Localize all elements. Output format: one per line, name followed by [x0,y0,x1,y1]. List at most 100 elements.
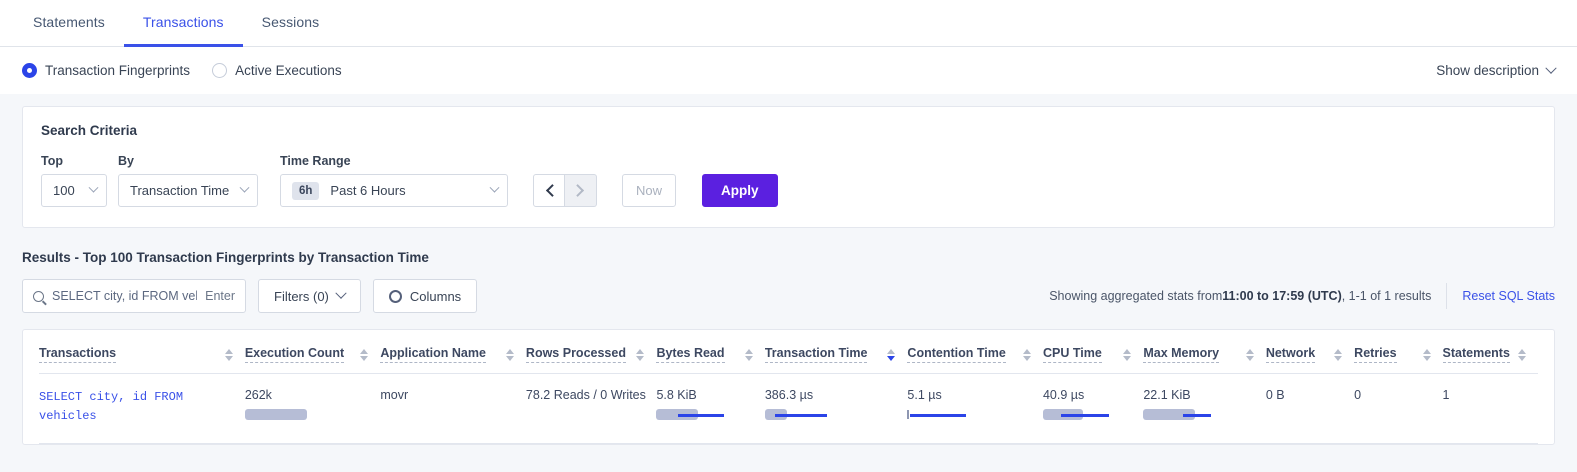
sort-toggle[interactable] [1518,348,1526,361]
field-by: By Transaction Time [118,154,258,207]
table-header-row: Transactions Execution Count Application… [39,330,1538,374]
col-max-memory[interactable]: Max Memory [1143,330,1266,374]
reset-sql-stats-link[interactable]: Reset SQL Stats [1462,289,1555,303]
col-max-memory-label: Max Memory [1143,346,1220,363]
sort-toggle[interactable] [1334,348,1343,361]
top-label: Top [41,154,63,168]
top-value: 100 [53,183,75,198]
results-toolbar: SELECT city, id FROM vehicles W Enter Fi… [0,279,1577,313]
show-description-toggle[interactable]: Show description [1436,62,1557,78]
stats-suffix: , 1-1 of 1 results [1341,289,1432,303]
sort-toggle[interactable] [636,348,645,361]
chevron-down-icon [88,182,99,193]
sort-toggle[interactable] [505,348,514,361]
sort-toggle-active[interactable] [887,348,896,361]
col-bytes-read-label: Bytes Read [656,346,725,363]
col-retries[interactable]: Retries [1354,330,1443,374]
chevron-down-icon [239,182,250,193]
col-cpu-time[interactable]: CPU Time [1042,330,1144,374]
search-input-wrap[interactable]: SELECT city, id FROM vehicles W Enter [22,279,246,313]
sort-toggle[interactable] [1422,348,1431,361]
columns-label: Columns [409,288,462,304]
max-memory-value: 22.1 KiB [1143,388,1191,402]
results-title: Results - Top 100 Transaction Fingerprin… [22,250,429,265]
time-range-select[interactable]: 6h Past 6 Hours [280,174,508,207]
gear-icon [388,289,402,303]
by-select[interactable]: Transaction Time [118,174,258,207]
transaction-link[interactable]: SELECT city, id FROM vehicles [39,390,184,423]
cell-cpu-time: 40.9 µs [1042,373,1144,445]
filters-button[interactable]: Filters (0) [258,279,361,313]
search-input[interactable]: SELECT city, id FROM vehicles W [52,289,197,303]
now-button[interactable]: Now [622,174,677,207]
col-rows-processed[interactable]: Rows Processed [525,330,657,374]
sort-toggle[interactable] [744,348,753,361]
sort-toggle[interactable] [360,348,369,361]
time-prev-button[interactable] [533,174,565,207]
cell-transaction-time: 386.3 µs [764,373,908,445]
statements-value: 1 [1442,388,1450,402]
chevron-down-icon [489,182,500,193]
show-description-label: Show description [1436,63,1539,78]
cell-transaction: SELECT city, id FROM vehicles [39,373,245,445]
col-bytes-read[interactable]: Bytes Read [656,330,765,374]
col-execution-count[interactable]: Execution Count [244,330,381,374]
radio-transaction-fingerprints[interactable]: Transaction Fingerprints [22,63,190,78]
by-label: By [118,154,134,168]
chevron-right-icon [571,184,585,197]
apply-button[interactable]: Apply [702,174,778,207]
transactions-table: Transactions Execution Count Application… [39,330,1538,445]
col-statements-label: Statements [1442,346,1510,363]
bytes-read-bar [656,409,734,420]
transaction-time-bar [764,409,843,420]
table-row: SELECT city, id FROM vehicles 262k movr … [39,373,1538,445]
execution-count-value: 262k [244,388,272,402]
rows-processed-value: 78.2 Reads / 0 Writes [525,388,646,402]
time-range-label: Time Range [280,154,351,168]
application-name-value: movr [380,388,409,402]
filters-label: Filters (0) [274,288,329,304]
columns-button[interactable]: Columns [372,279,478,313]
col-statements[interactable]: Statements [1442,330,1538,374]
chevron-left-icon [545,184,559,197]
table-head: Transactions Execution Count Application… [39,330,1538,374]
search-criteria-wrap: Search Criteria Top 100 By Transaction T… [0,106,1577,228]
sort-toggle[interactable] [1245,348,1254,361]
cell-execution-count: 262k [244,373,381,445]
cell-bytes-read: 5.8 KiB [656,373,765,445]
retries-value: 0 [1354,388,1362,402]
network-value: 0 B [1265,388,1285,402]
col-transactions[interactable]: Transactions [39,330,245,374]
stats-range: 11:00 to 17:59 (UTC) [1222,289,1342,303]
results-table-card: Transactions Execution Count Application… [22,329,1555,446]
radio-active-executions-label: Active Executions [235,63,342,78]
col-contention-time[interactable]: Contention Time [907,330,1043,374]
col-rows-processed-label: Rows Processed [525,346,626,363]
cell-max-memory: 22.1 KiB [1143,373,1266,445]
results-stats: Showing aggregated stats from 11:00 to 1… [1049,283,1555,309]
col-network[interactable]: Network [1265,330,1355,374]
field-top: Top 100 [41,154,107,207]
col-application-name[interactable]: Application Name [380,330,526,374]
cell-rows-processed: 78.2 Reads / 0 Writes [525,373,657,445]
sort-toggle[interactable] [1022,348,1031,361]
sort-toggle[interactable] [224,348,233,361]
tab-statements[interactable]: Statements [33,14,105,30]
time-next-button[interactable] [565,174,597,207]
cell-contention-time: 5.1 µs [907,373,1043,445]
top-select[interactable]: 100 [41,174,107,207]
tab-sessions[interactable]: Sessions [261,14,320,30]
search-criteria-fields: Top 100 By Transaction Time Time Range 6… [41,154,1536,207]
radio-unselected-icon [212,63,228,78]
tab-transactions[interactable]: Transactions [123,0,243,47]
col-application-name-label: Application Name [380,346,486,363]
main-tabbar: Statements Transactions Sessions [0,0,1577,47]
search-criteria-title: Search Criteria [41,123,138,138]
cell-retries: 0 [1354,373,1443,445]
col-transaction-time[interactable]: Transaction Time [764,330,908,374]
view-toggle-group: Transaction Fingerprints Active Executio… [22,63,342,78]
transaction-time-value: 386.3 µs [764,388,814,402]
col-contention-time-label: Contention Time [907,346,1006,363]
radio-active-executions[interactable]: Active Executions [212,63,342,78]
sort-toggle[interactable] [1123,348,1132,361]
